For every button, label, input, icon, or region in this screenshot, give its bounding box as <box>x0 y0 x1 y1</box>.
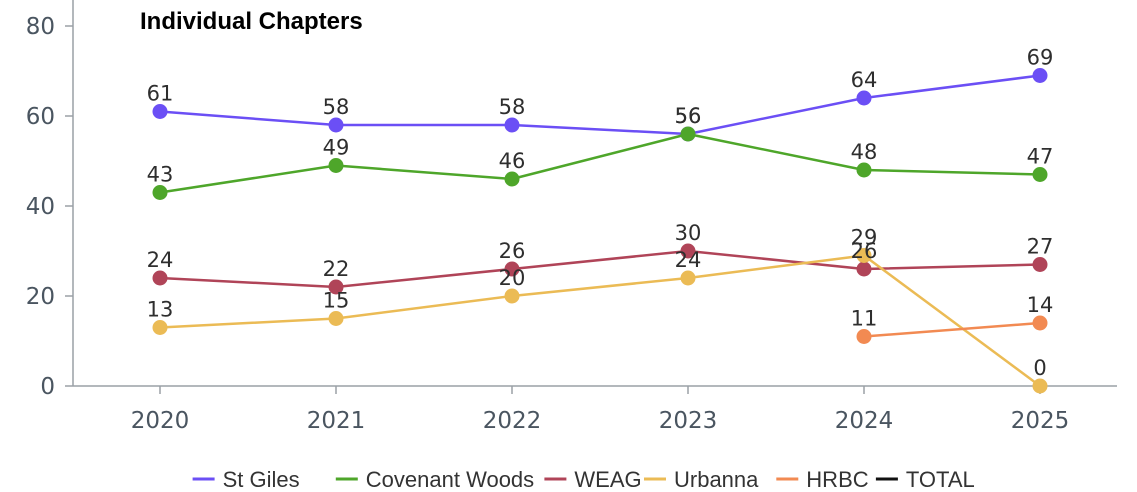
data-point-covenant-woods <box>856 162 872 178</box>
x-tick-label: 2021 <box>307 408 366 434</box>
data-label-weag: 26 <box>851 239 878 263</box>
data-point-covenant-woods <box>152 185 168 200</box>
data-point-covenant-woods <box>680 126 696 142</box>
legend-label-total: TOTAL <box>906 467 975 492</box>
data-label-covenant-woods: 46 <box>499 149 526 173</box>
data-point-weag <box>1032 257 1048 272</box>
data-label-st-giles: 56 <box>675 104 702 128</box>
y-tick-label: 0 <box>40 374 55 400</box>
data-label-covenant-woods: 43 <box>147 163 174 187</box>
x-tick-label: 2023 <box>659 408 718 434</box>
legend-item-hrbc[interactable]: HRBC <box>776 467 869 492</box>
data-point-urbanna <box>328 311 344 326</box>
data-label-covenant-woods: 49 <box>323 136 350 160</box>
y-tick-label: 20 <box>26 284 55 310</box>
data-point-weag <box>856 261 872 277</box>
chart-title: Individual Chapters <box>140 8 363 35</box>
data-label-st-giles: 58 <box>499 95 526 119</box>
legend-item-total[interactable]: TOTAL <box>875 467 975 492</box>
series-line-urbanna <box>159 254 1041 388</box>
data-point-weag <box>152 270 168 286</box>
x-tick-label: 2020 <box>131 408 190 434</box>
data-point-weag <box>504 261 520 277</box>
data-point-urbanna <box>504 288 520 304</box>
series-line-hrbc <box>863 321 1041 338</box>
data-label-covenant-woods: 48 <box>851 140 878 164</box>
data-point-urbanna <box>856 248 872 263</box>
data-point-covenant-woods <box>504 171 520 187</box>
series-line-covenant-woods <box>159 132 1041 194</box>
data-point-hrbc <box>1032 315 1048 331</box>
data-point-hrbc <box>856 329 872 344</box>
series-layer <box>152 68 1048 394</box>
data-label-st-giles: 61 <box>147 82 174 106</box>
data-point-urbanna <box>1032 378 1048 394</box>
data-label-hrbc: 11 <box>851 307 878 331</box>
data-label-urbanna: 24 <box>675 248 702 272</box>
data-label-st-giles: 58 <box>323 95 350 119</box>
data-point-st-giles <box>856 90 872 106</box>
data-point-covenant-woods <box>1032 167 1048 182</box>
legend-item-st-giles[interactable]: St Giles <box>192 467 300 492</box>
data-point-st-giles <box>1032 68 1048 83</box>
x-tick-label: 2022 <box>483 408 542 434</box>
data-point-st-giles <box>152 104 168 119</box>
data-point-st-giles <box>328 117 344 133</box>
data-point-covenant-woods <box>328 158 344 173</box>
data-label-urbanna: 15 <box>323 289 350 313</box>
data-point-urbanna <box>152 320 168 335</box>
legend-label-hrbc: HRBC <box>806 467 868 492</box>
data-point-urbanna <box>680 270 696 286</box>
legend-item-weag[interactable]: WEAG <box>544 467 642 492</box>
data-label-st-giles: 64 <box>851 68 878 92</box>
data-point-st-giles <box>504 117 520 133</box>
data-label-urbanna: 0 <box>1033 356 1046 380</box>
data-label-covenant-woods: 47 <box>1027 145 1054 169</box>
data-point-weag <box>328 279 344 295</box>
series-line-st-giles <box>159 74 1041 136</box>
data-label-urbanna: 20 <box>499 266 526 290</box>
data-label-hrbc: 14 <box>1027 293 1054 317</box>
legend-label-st-giles: St Giles <box>223 467 300 492</box>
legend-item-urbanna[interactable]: Urbanna <box>644 467 759 492</box>
data-label-covenant-woods: 56 <box>675 104 702 128</box>
legend-label-weag: WEAG <box>574 467 641 492</box>
y-tick-label: 40 <box>26 194 55 220</box>
legend-item-covenant-woods[interactable]: Covenant Woods <box>335 467 534 492</box>
data-label-weag: 26 <box>499 239 526 263</box>
x-tick-label: 2024 <box>835 408 894 434</box>
series-line-weag <box>159 249 1041 289</box>
legend[interactable]: St Giles Covenant Woods WEAG Urbanna HRBC TOT… <box>192 467 975 492</box>
data-label-urbanna: 29 <box>851 226 878 250</box>
legend-label-covenant-woods: Covenant Woods <box>366 467 534 492</box>
legend-label-urbanna: Urbanna <box>674 467 759 492</box>
data-label-st-giles: 69 <box>1027 46 1054 70</box>
data-point-weag <box>680 243 696 259</box>
y-tick-label: 60 <box>26 104 55 130</box>
data-label-weag: 30 <box>675 221 702 245</box>
data-label-weag: 24 <box>147 248 174 272</box>
x-tick-label: 2025 <box>1011 408 1070 434</box>
y-tick-label: 80 <box>26 14 55 40</box>
data-label-weag: 27 <box>1027 235 1054 259</box>
data-label-urbanna: 13 <box>147 298 174 322</box>
data-label-weag: 22 <box>323 257 350 281</box>
